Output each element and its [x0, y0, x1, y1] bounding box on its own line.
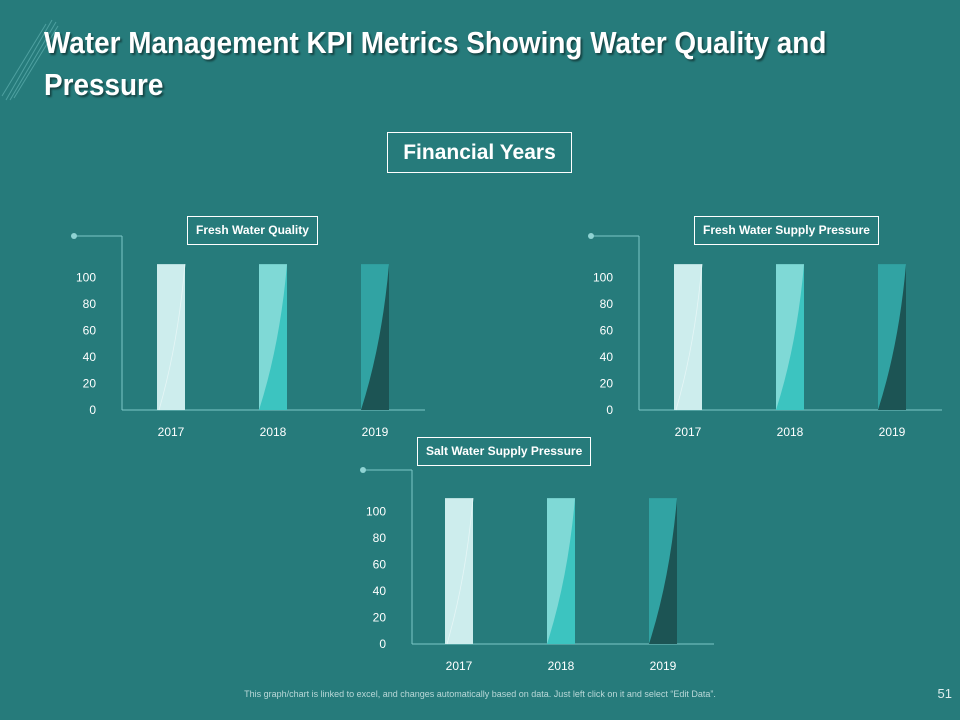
chart-canvas: 0 20 40 60 80 100 2017 2018 2019 — [588, 233, 942, 439]
axis-marker-dot — [588, 233, 594, 239]
bar-2017[interactable] — [445, 498, 474, 645]
x-tick-label: 2019 — [362, 425, 389, 439]
bar-accent — [361, 264, 389, 410]
x-tick-label: 2018 — [777, 425, 804, 439]
bar-2017[interactable] — [674, 264, 703, 411]
axis-marker-dot — [71, 233, 77, 239]
chart-canvas: 0 20 40 60 80 100 2017 2018 2019 — [71, 233, 425, 439]
y-tick-label: 20 — [373, 610, 387, 624]
slide-title: Water Management KPI Metrics Showing Wat… — [44, 25, 827, 102]
decorative-lines — [1, 19, 59, 101]
x-tick-label: 2017 — [446, 659, 473, 673]
chart-title: Salt Water Supply Pressure — [417, 437, 592, 466]
x-tick-label: 2017 — [158, 425, 185, 439]
y-tick-label: 100 — [366, 504, 386, 518]
y-tick-label: 60 — [83, 323, 97, 337]
x-tick-label: 2018 — [548, 659, 575, 673]
y-tick-label: 80 — [83, 297, 97, 311]
y-tick-label: 40 — [373, 584, 387, 598]
y-tick-label: 40 — [83, 350, 97, 364]
bar-accent — [776, 264, 804, 410]
x-tick-label: 2019 — [879, 425, 906, 439]
footnote: This graph/chart is linked to excel, and… — [244, 689, 716, 699]
bar-highlight — [158, 264, 186, 411]
y-tick-label: 100 — [593, 270, 613, 284]
y-tick-label: 80 — [600, 297, 614, 311]
bar-accent — [649, 498, 677, 644]
y-tick-label: 40 — [600, 350, 614, 364]
chart-fresh-water-quality[interactable]: 0 20 40 60 80 100 2017 2018 2019 Fresh Water Qua… — [60, 216, 440, 446]
bar-2018[interactable] — [259, 264, 287, 410]
x-tick-label: 2017 — [675, 425, 702, 439]
bar-2019[interactable] — [649, 498, 677, 644]
bar-2018[interactable] — [547, 498, 575, 644]
y-tick-label: 0 — [606, 403, 613, 417]
y-tick-label: 0 — [89, 403, 96, 417]
bar-2019[interactable] — [361, 264, 389, 410]
bar-highlight — [675, 264, 703, 411]
bar-accent — [878, 264, 906, 410]
axis-marker-dot — [360, 467, 366, 473]
y-tick-label: 0 — [379, 637, 386, 651]
bar-accent — [259, 264, 287, 410]
chart-fresh-water-supply-pressure[interactable]: 0 20 40 60 80 100 2017 2018 2019 Fresh Water Sup… — [577, 216, 957, 446]
y-tick-label: 20 — [83, 376, 97, 390]
y-tick-label: 80 — [373, 531, 387, 545]
chart-title: Fresh Water Supply Pressure — [694, 216, 879, 245]
bar-2018[interactable] — [776, 264, 804, 410]
y-tick-label: 20 — [600, 376, 614, 390]
bar-body — [445, 498, 473, 644]
x-tick-label: 2018 — [260, 425, 287, 439]
y-tick-label: 60 — [600, 323, 614, 337]
page-number: 51 — [937, 686, 952, 701]
x-tick-label: 2019 — [650, 659, 677, 673]
financial-years-label: Financial Years — [387, 132, 572, 173]
chart-canvas: 0 20 40 60 80 100 2017 2018 2019 — [360, 467, 714, 673]
bar-accent — [547, 498, 575, 644]
y-tick-label: 100 — [76, 270, 96, 284]
bar-body — [674, 264, 702, 410]
chart-title: Fresh Water Quality — [187, 216, 318, 245]
bar-highlight — [446, 498, 474, 645]
y-tick-label: 60 — [373, 557, 387, 571]
bar-body — [157, 264, 185, 410]
chart-salt-water-supply-pressure[interactable]: 0 20 40 60 80 100 2017 2018 2019 Salt Water Supp… — [349, 437, 729, 677]
bar-2019[interactable] — [878, 264, 906, 410]
bar-2017[interactable] — [157, 264, 186, 411]
